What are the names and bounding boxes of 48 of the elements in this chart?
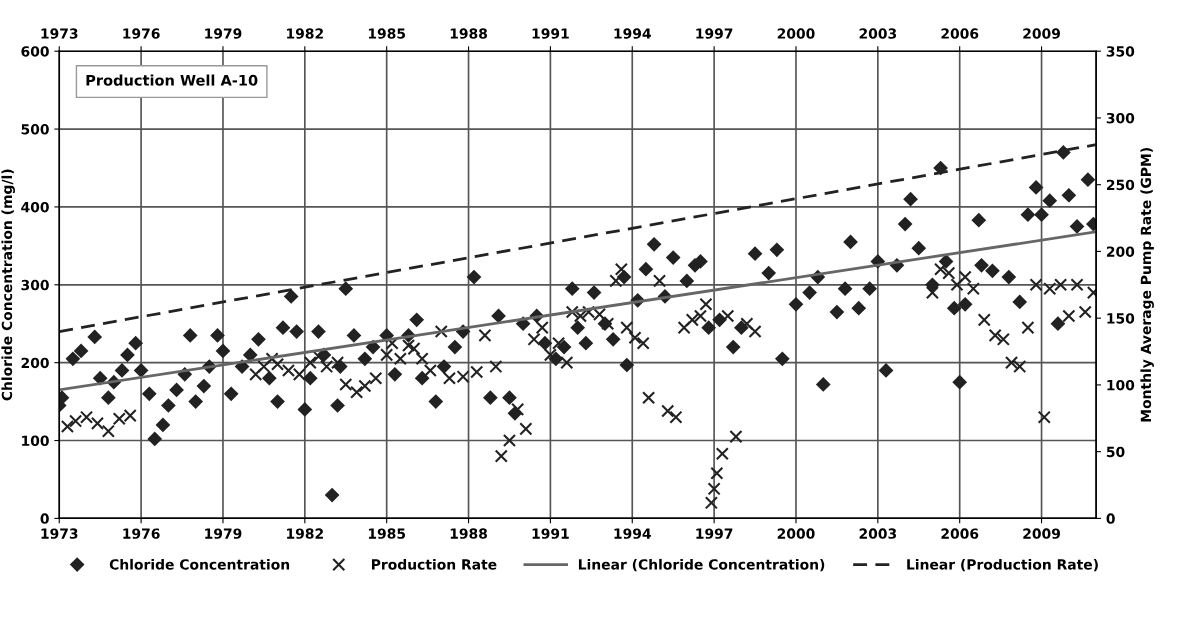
- x2-tick-label: 1979: [205, 28, 242, 39]
- annotation: Production Well A-10: [86, 74, 258, 86]
- y2-tick-label: 200: [1106, 246, 1135, 257]
- y2-tick-label: 250: [1106, 179, 1135, 191]
- x2-tick-label: 2009: [1023, 28, 1060, 39]
- x2-tick-label: 2006: [941, 28, 979, 39]
- x-tick-label: 2006: [941, 528, 979, 539]
- y-tick-label: 300: [21, 279, 49, 291]
- y2-tick-label: 0: [1106, 513, 1115, 524]
- y-axis-title: Chloride Concentration (mg/l): [1, 169, 15, 401]
- legend-label: Production Rate: [371, 558, 497, 570]
- y-tick-label: 500: [21, 124, 49, 135]
- x2-tick-label: 1973: [41, 28, 78, 39]
- x-tick-label: 2003: [859, 528, 897, 539]
- x-tick-label: 2000: [777, 528, 815, 539]
- x2-tick-label: 1988: [450, 28, 488, 39]
- y2-tick-label: 300: [1106, 112, 1135, 124]
- x-tick-label: 1973: [41, 528, 78, 539]
- x2-tick-label: 1985: [368, 28, 406, 39]
- y2-tick-label: 50: [1106, 446, 1125, 458]
- y-tick-label: 200: [21, 357, 49, 369]
- y2-axis-title: Monthly Average Pump Rate (GPM): [1140, 148, 1154, 422]
- x-tick-label: 1982: [287, 528, 323, 539]
- y2-tick-label: 150: [1107, 313, 1135, 324]
- x2-tick-label: 1994: [614, 28, 651, 39]
- x2-tick-label: 1982: [287, 28, 323, 39]
- x-tick-label: 2009: [1023, 528, 1060, 539]
- y-tick-label: 400: [21, 201, 49, 213]
- x-tick-label: 1985: [368, 528, 406, 539]
- y-tick-label: 0: [40, 513, 49, 524]
- x-tick-label: 1997: [696, 528, 733, 539]
- legend-label: Linear (Production Rate): [907, 558, 1098, 572]
- x-tick-label: 1994: [614, 528, 651, 539]
- y-tick-label: 100: [22, 435, 49, 447]
- x2-tick-label: 2000: [777, 28, 815, 39]
- x2-tick-label: 1997: [696, 28, 733, 39]
- x-tick-label: 1988: [450, 528, 488, 539]
- legend-label: Chloride Concentration: [109, 558, 290, 570]
- y2-tick-label: 350: [1106, 46, 1135, 57]
- x-tick-label: 1991: [532, 528, 569, 539]
- legend-label: Linear (Chloride Concentration): [578, 558, 825, 572]
- y-tick-label: 600: [21, 46, 49, 57]
- x-tick-label: 1976: [123, 528, 160, 539]
- x-tick-label: 1979: [205, 528, 242, 539]
- x2-tick-label: 1991: [532, 28, 569, 39]
- x2-tick-label: 1976: [123, 28, 160, 39]
- y2-tick-label: 100: [1107, 379, 1135, 391]
- x2-tick-label: 2003: [859, 28, 897, 39]
